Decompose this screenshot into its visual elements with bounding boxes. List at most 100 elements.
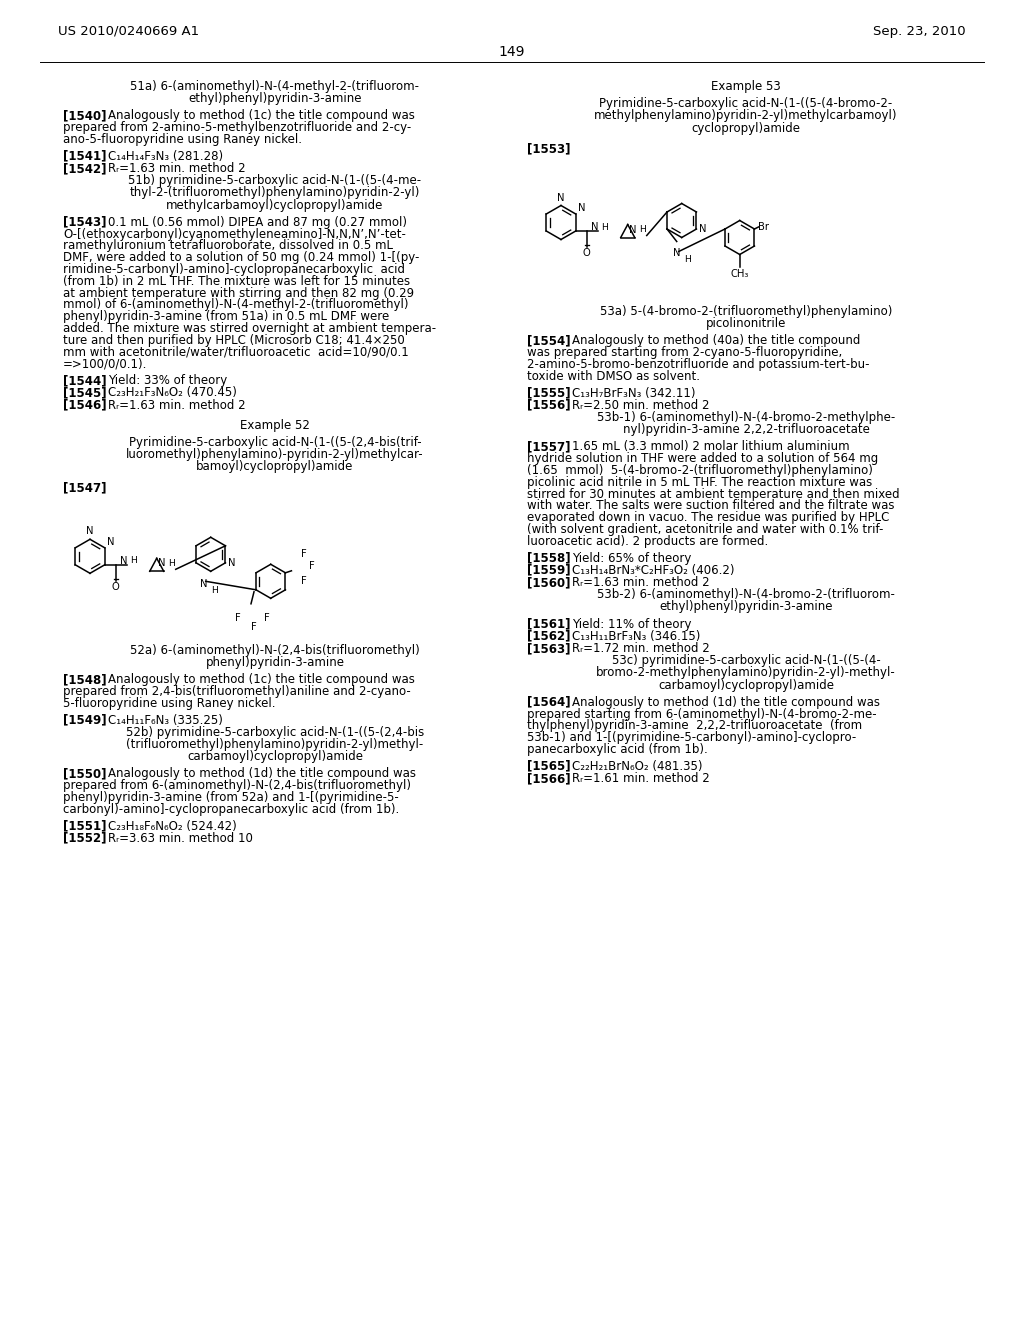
Text: O: O [583, 248, 591, 257]
Text: N: N [673, 248, 681, 257]
Text: DMF, were added to a solution of 50 mg (0.24 mmol) 1-[(py-: DMF, were added to a solution of 50 mg (… [63, 251, 420, 264]
Text: H: H [601, 223, 607, 231]
Text: Analogously to method (1d) the title compound was: Analogously to method (1d) the title com… [108, 767, 416, 780]
Text: mmol) of 6-(aminomethyl)-N-(4-methyl-2-(trifluoromethyl): mmol) of 6-(aminomethyl)-N-(4-methyl-2-(… [63, 298, 409, 312]
Text: Analogously to method (1d) the title compound was: Analogously to method (1d) the title com… [572, 696, 880, 709]
Text: H: H [684, 255, 690, 264]
Text: methylcarbamoyl)cyclopropyl)amide: methylcarbamoyl)cyclopropyl)amide [166, 198, 384, 211]
Text: [1545]: [1545] [63, 387, 106, 400]
Text: [1544]: [1544] [63, 374, 106, 387]
Text: (with solvent gradient, acetonitrile and water with 0.1% trif-: (with solvent gradient, acetonitrile and… [527, 523, 884, 536]
Text: Rᵣ=1.72 min. method 2: Rᵣ=1.72 min. method 2 [572, 642, 710, 655]
Text: [1565]: [1565] [527, 760, 570, 772]
Text: bromo-2-methylphenylamino)pyridin-2-yl)-methyl-: bromo-2-methylphenylamino)pyridin-2-yl)-… [596, 667, 896, 680]
Text: Rᵣ=1.63 min. method 2: Rᵣ=1.63 min. method 2 [108, 399, 246, 412]
Text: [1555]: [1555] [527, 387, 570, 400]
Text: luoromethyl)phenylamino)-pyridin-2-yl)methylcar-: luoromethyl)phenylamino)-pyridin-2-yl)me… [126, 449, 424, 461]
Text: [1550]: [1550] [63, 767, 106, 780]
Text: C₂₃H₂₁F₃N₆O₂ (470.45): C₂₃H₂₁F₃N₆O₂ (470.45) [108, 387, 237, 400]
Text: evaporated down in vacuo. The residue was purified by HPLC: evaporated down in vacuo. The residue wa… [527, 511, 890, 524]
Text: Rᵣ=1.61 min. method 2: Rᵣ=1.61 min. method 2 [572, 772, 710, 785]
Text: N: N [200, 579, 208, 589]
Text: panecarboxylic acid (from 1b).: panecarboxylic acid (from 1b). [527, 743, 708, 756]
Text: 52a) 6-(aminomethyl)-N-(2,4-bis(trifluoromethyl): 52a) 6-(aminomethyl)-N-(2,4-bis(trifluor… [130, 644, 420, 657]
Text: =>100/0/0.1).: =>100/0/0.1). [63, 358, 147, 371]
Text: 52b) pyrimidine-5-carboxylic acid-N-(1-((5-(2,4-bis: 52b) pyrimidine-5-carboxylic acid-N-(1-(… [126, 726, 424, 739]
Text: CH₃: CH₃ [730, 268, 749, 279]
Text: [1558]: [1558] [527, 552, 570, 565]
Text: C₂₂H₂₁BrN₆O₂ (481.35): C₂₂H₂₁BrN₆O₂ (481.35) [572, 760, 702, 772]
Text: prepared from 6-(aminomethyl)-N-(2,4-bis(trifluoromethyl): prepared from 6-(aminomethyl)-N-(2,4-bis… [63, 779, 411, 792]
Text: prepared from 2,4-bis(trifluoromethyl)aniline and 2-cyano-: prepared from 2,4-bis(trifluoromethyl)an… [63, 685, 411, 698]
Text: prepared starting from 6-(aminomethyl)-N-(4-bromo-2-me-: prepared starting from 6-(aminomethyl)-N… [527, 708, 877, 721]
Text: [1547]: [1547] [63, 482, 106, 495]
Text: 53b-1) 6-(aminomethyl)-N-(4-bromo-2-methylphe-: 53b-1) 6-(aminomethyl)-N-(4-bromo-2-meth… [597, 411, 895, 424]
Text: was prepared starting from 2-cyano-5-fluoropyridine,: was prepared starting from 2-cyano-5-flu… [527, 346, 843, 359]
Text: C₁₃H₁₁BrF₃N₃ (346.15): C₁₃H₁₁BrF₃N₃ (346.15) [572, 630, 700, 643]
Text: N: N [228, 558, 236, 568]
Text: 51a) 6-(aminomethyl)-N-(4-methyl-2-(trifluorom-: 51a) 6-(aminomethyl)-N-(4-methyl-2-(trif… [130, 81, 420, 92]
Text: F: F [301, 549, 307, 558]
Text: prepared from 2-amino-5-methylbenzotrifluoride and 2-cy-: prepared from 2-amino-5-methylbenzotrifl… [63, 121, 412, 135]
Text: Yield: 11% of theory: Yield: 11% of theory [572, 618, 691, 631]
Text: ethyl)phenyl)pyridin-3-amine: ethyl)phenyl)pyridin-3-amine [188, 92, 361, 106]
Text: Analogously to method (1c) the title compound was: Analogously to method (1c) the title com… [108, 110, 415, 123]
Text: carbamoyl)cyclopropyl)amide: carbamoyl)cyclopropyl)amide [658, 678, 834, 692]
Text: phenyl)pyridin-3-amine: phenyl)pyridin-3-amine [206, 656, 344, 669]
Text: [1541]: [1541] [63, 149, 106, 162]
Text: [1549]: [1549] [63, 714, 106, 726]
Text: [1542]: [1542] [63, 162, 106, 176]
Text: [1543]: [1543] [63, 215, 106, 228]
Text: H: H [639, 224, 645, 234]
Text: carbamoyl)cyclopropyl)amide: carbamoyl)cyclopropyl)amide [187, 750, 362, 763]
Text: [1563]: [1563] [527, 642, 570, 655]
Text: Pyrimidine-5-carboxylic acid-N-(1-((5-(2,4-bis(trif-: Pyrimidine-5-carboxylic acid-N-(1-((5-(2… [129, 436, 421, 449]
Text: [1561]: [1561] [527, 618, 570, 631]
Text: picolinonitrile: picolinonitrile [706, 317, 786, 330]
Text: N: N [106, 537, 115, 546]
Text: Rᵣ=3.63 min. method 10: Rᵣ=3.63 min. method 10 [108, 832, 253, 845]
Text: 149: 149 [499, 45, 525, 59]
Text: F: F [264, 612, 269, 623]
Text: ture and then purified by HPLC (Microsorb C18; 41.4×250: ture and then purified by HPLC (Microsor… [63, 334, 404, 347]
Text: Yield: 33% of theory: Yield: 33% of theory [108, 374, 227, 387]
Text: [1560]: [1560] [527, 576, 570, 589]
Text: [1540]: [1540] [63, 110, 106, 123]
Text: rimidine-5-carbonyl)-amino]-cyclopropanecarboxylic  acid: rimidine-5-carbonyl)-amino]-cyclopropane… [63, 263, 406, 276]
Text: [1551]: [1551] [63, 820, 106, 833]
Text: H: H [130, 556, 136, 565]
Text: 2-amino-5-bromo-benzotrifluoride and potassium-tert-bu-: 2-amino-5-bromo-benzotrifluoride and pot… [527, 358, 869, 371]
Text: luoroacetic acid). 2 products are formed.: luoroacetic acid). 2 products are formed… [527, 535, 768, 548]
Text: O: O [112, 582, 120, 591]
Text: N: N [629, 224, 637, 235]
Text: N: N [591, 222, 599, 232]
Text: Yield: 65% of theory: Yield: 65% of theory [572, 552, 691, 565]
Text: [1562]: [1562] [527, 630, 570, 643]
Text: [1557]: [1557] [527, 441, 570, 453]
Text: Rᵣ=1.63 min. method 2: Rᵣ=1.63 min. method 2 [572, 576, 710, 589]
Text: 5-fluoropyridine using Raney nickel.: 5-fluoropyridine using Raney nickel. [63, 697, 275, 710]
Text: Analogously to method (40a) the title compound: Analogously to method (40a) the title co… [572, 334, 860, 347]
Text: thylphenyl)pyridin-3-amine  2,2,2-trifluoroacetate  (from: thylphenyl)pyridin-3-amine 2,2,2-trifluo… [527, 719, 862, 733]
Text: (trifluoromethyl)phenylamino)pyridin-2-yl)methyl-: (trifluoromethyl)phenylamino)pyridin-2-y… [126, 738, 424, 751]
Text: at ambient temperature with stirring and then 82 mg (0.29: at ambient temperature with stirring and… [63, 286, 414, 300]
Text: [1553]: [1553] [527, 143, 570, 156]
Text: N: N [699, 224, 707, 234]
Text: 0.1 mL (0.56 mmol) DIPEA and 87 mg (0.27 mmol): 0.1 mL (0.56 mmol) DIPEA and 87 mg (0.27… [108, 215, 407, 228]
Text: Rᵣ=2.50 min. method 2: Rᵣ=2.50 min. method 2 [572, 399, 710, 412]
Text: C₁₃H₇BrF₃N₃ (342.11): C₁₃H₇BrF₃N₃ (342.11) [572, 387, 695, 400]
Text: N: N [578, 203, 586, 213]
Text: F: F [236, 612, 241, 623]
Text: Example 53: Example 53 [711, 81, 781, 92]
Text: with water. The salts were suction filtered and the filtrate was: with water. The salts were suction filte… [527, 499, 895, 512]
Text: [1546]: [1546] [63, 399, 106, 412]
Text: (from 1b) in 2 mL THF. The mixture was left for 15 minutes: (from 1b) in 2 mL THF. The mixture was l… [63, 275, 411, 288]
Text: Example 52: Example 52 [240, 418, 310, 432]
Text: (1.65  mmol)  5-(4-bromo-2-(trifluoromethyl)phenylamino): (1.65 mmol) 5-(4-bromo-2-(trifluoromethy… [527, 465, 872, 477]
Text: phenyl)pyridin-3-amine (from 51a) in 0.5 mL DMF were: phenyl)pyridin-3-amine (from 51a) in 0.5… [63, 310, 389, 323]
Text: [1566]: [1566] [527, 772, 570, 785]
Text: Br: Br [759, 222, 769, 232]
Text: added. The mixture was stirred overnight at ambient tempera-: added. The mixture was stirred overnight… [63, 322, 436, 335]
Text: C₁₄H₁₁F₆N₃ (335.25): C₁₄H₁₁F₆N₃ (335.25) [108, 714, 223, 726]
Text: [1564]: [1564] [527, 696, 570, 709]
